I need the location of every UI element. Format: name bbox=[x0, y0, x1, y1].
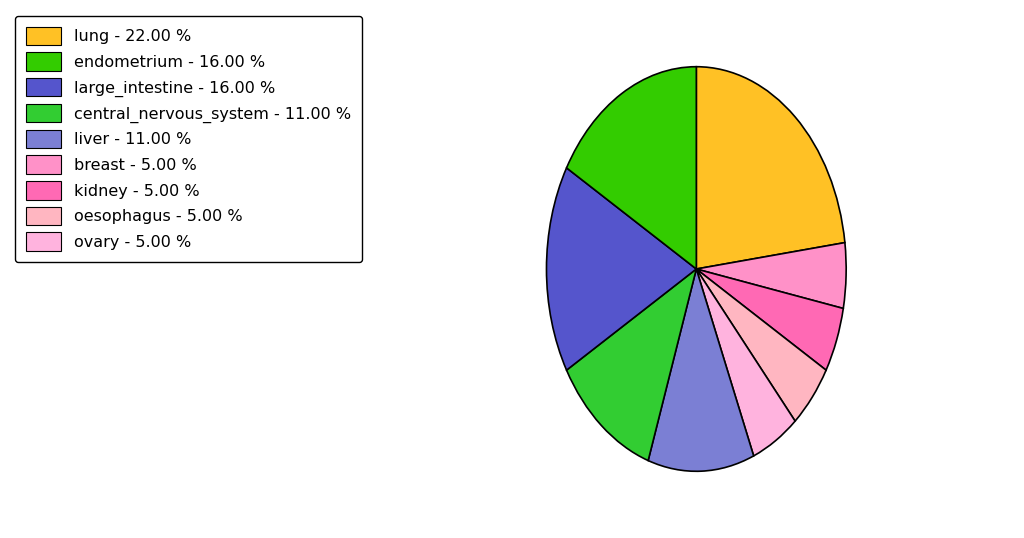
Wedge shape bbox=[696, 67, 845, 269]
Wedge shape bbox=[547, 168, 696, 370]
Wedge shape bbox=[648, 269, 754, 471]
Wedge shape bbox=[566, 67, 696, 269]
Wedge shape bbox=[696, 269, 826, 421]
Wedge shape bbox=[696, 243, 846, 308]
Legend: lung - 22.00 %, endometrium - 16.00 %, large_intestine - 16.00 %, central_nervou: lung - 22.00 %, endometrium - 16.00 %, l… bbox=[15, 16, 362, 262]
Wedge shape bbox=[696, 269, 844, 370]
Wedge shape bbox=[696, 269, 795, 456]
Wedge shape bbox=[566, 269, 696, 461]
